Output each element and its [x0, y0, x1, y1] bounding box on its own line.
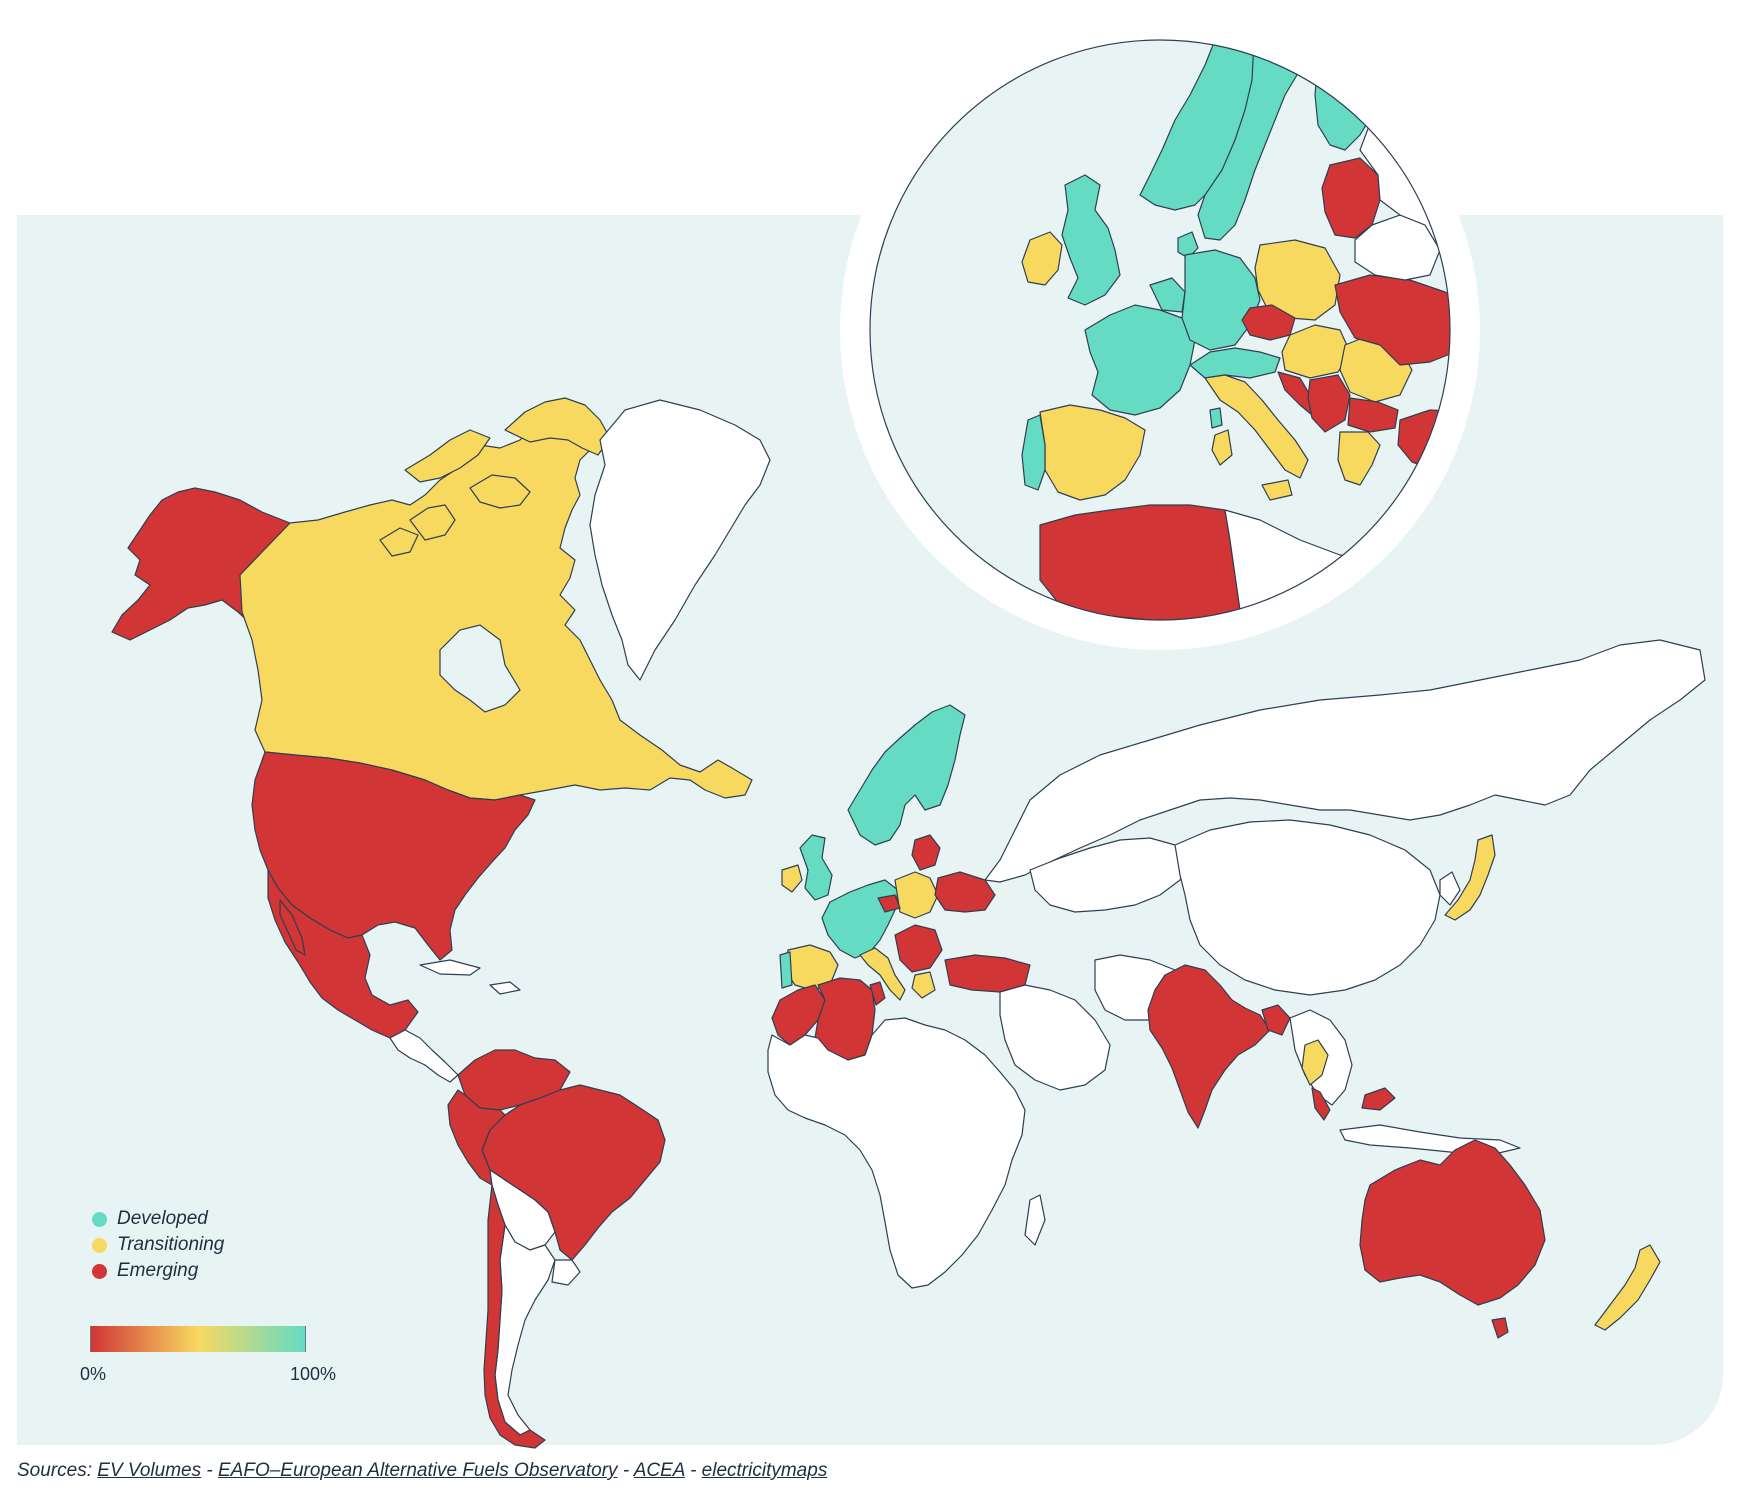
legend-item-emerging: Emerging [92, 1258, 224, 1284]
scale-max-label: 100% [289, 1364, 336, 1384]
sources-separator: - [690, 1460, 697, 1481]
greece [911, 971, 936, 999]
thailand [1301, 1039, 1329, 1086]
mexico [267, 869, 419, 1039]
africa [767, 1017, 1026, 1289]
inset-czechia [1241, 304, 1296, 341]
west-europe [821, 879, 899, 959]
inset-ireland [1021, 231, 1063, 286]
uk [799, 834, 833, 901]
legend-label: Emerging [117, 1260, 199, 1281]
inset-france [1084, 304, 1196, 416]
inset-morocco-algeria [1039, 504, 1241, 620]
canada-arctic-islands [404, 429, 491, 483]
source-link-ev-volumes[interactable]: EV Volumes [97, 1460, 202, 1481]
hudson-bay [439, 624, 521, 713]
madagascar [1024, 1194, 1046, 1246]
inset-greece [1337, 431, 1381, 486]
india [1147, 964, 1271, 1129]
color-scale-bar [90, 1326, 306, 1352]
inset-denmark [1177, 231, 1199, 259]
mexico-baja [279, 899, 306, 956]
source-link-acea[interactable]: ACEA [633, 1460, 685, 1481]
legend-dot-emerging [92, 1263, 107, 1279]
korea [1439, 871, 1461, 906]
turkey [944, 954, 1031, 993]
inset-sardinia [1211, 429, 1233, 466]
russia [984, 639, 1706, 883]
china-mongolia [1174, 819, 1441, 996]
caribbean-islands [489, 981, 521, 995]
canada-arctic-islands [379, 527, 419, 557]
australia [1359, 1139, 1546, 1306]
legend-dot-developed [92, 1211, 107, 1227]
bangladesh-myanmar [1261, 1004, 1291, 1036]
morocco [771, 984, 826, 1046]
canada-arctic-islands [409, 504, 456, 541]
central-america [389, 1029, 459, 1083]
sources-prefix: Sources: [17, 1460, 92, 1481]
chile [483, 1184, 546, 1449]
sources-line: Sources: EV Volumes - EAFO–European Alte… [17, 1460, 827, 1482]
legend-item-transitioning: Transitioning [92, 1232, 224, 1258]
italy [859, 947, 906, 1001]
czechia [877, 894, 901, 913]
sources-separator: - [622, 1460, 630, 1481]
baltics [911, 834, 941, 871]
middle-east [999, 984, 1111, 1091]
inset-italy [1204, 374, 1309, 479]
legend-label: Transitioning [117, 1234, 225, 1255]
central-europe [894, 871, 939, 919]
source-link-eafo[interactable]: EAFO–European Alternative Fuels Observat… [218, 1460, 618, 1481]
legend: Developed Transitioning Emerging [92, 1206, 224, 1284]
ukraine [934, 871, 996, 913]
inset-ukraine [1334, 274, 1450, 366]
new-zealand [1594, 1244, 1661, 1331]
legend-label: Developed [117, 1208, 208, 1229]
inset-border [869, 39, 1451, 621]
inset-corsica [1209, 407, 1223, 429]
argentina [494, 1224, 556, 1436]
sources-separator: - [206, 1460, 213, 1481]
balkans [894, 924, 943, 973]
tasmania [1491, 1317, 1509, 1339]
inset-portugal [1021, 414, 1046, 491]
color-scale: 0% 100% [80, 1326, 336, 1384]
tunisia [869, 981, 886, 1006]
malaysia-borneo [1361, 1087, 1396, 1111]
inset-germany [1181, 249, 1261, 351]
uruguay [551, 1259, 581, 1286]
scale-min-label: 0% [80, 1364, 107, 1384]
inset-baltics [1321, 157, 1381, 239]
canada-arctic-islands [469, 474, 531, 509]
norway-sweden-finland [847, 704, 966, 846]
legend-dot-transitioning [92, 1237, 107, 1253]
inset-sicily [1261, 479, 1293, 501]
source-link-electricitymaps[interactable]: electricitymaps [701, 1460, 828, 1481]
cuba [419, 959, 481, 976]
inset-serbia-balkans [1307, 374, 1351, 433]
malaysia-peninsula [1311, 1087, 1331, 1121]
portugal [779, 951, 793, 989]
legend-item-developed: Developed [92, 1206, 224, 1232]
inset-uk [1061, 174, 1121, 306]
kazakhstan-central-asia [1029, 837, 1191, 913]
ireland [781, 864, 803, 893]
inset-slovakia-hungary [1281, 324, 1351, 379]
greenland [589, 399, 771, 681]
inset-poland [1254, 239, 1341, 321]
inset-bulgaria [1347, 397, 1399, 433]
japan [1444, 834, 1496, 921]
